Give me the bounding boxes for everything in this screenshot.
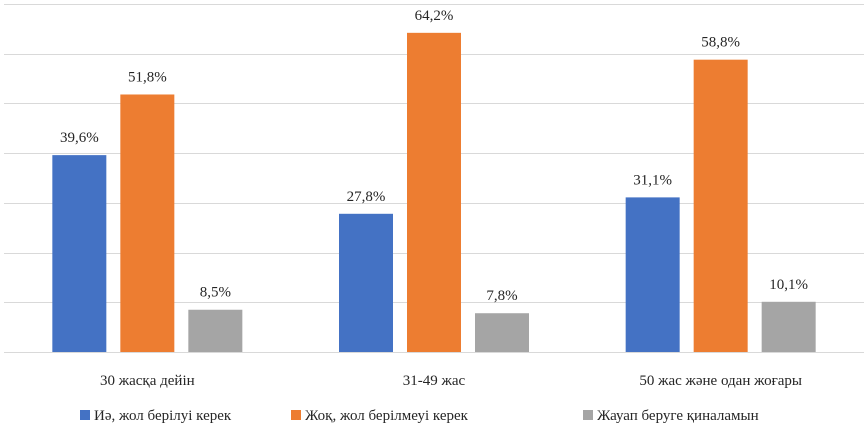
legend-item: Жоқ, жол берілмеуі керек	[291, 408, 469, 424]
bar	[52, 155, 107, 352]
bar	[407, 32, 461, 352]
data-label: 51,8%	[128, 69, 167, 85]
category-label: 30 жасқа дейін	[100, 373, 195, 389]
bars	[52, 32, 816, 353]
bar	[625, 197, 680, 352]
bar	[475, 313, 529, 352]
data-label: 10,1%	[769, 277, 808, 293]
bar	[761, 301, 816, 352]
bar	[120, 94, 175, 352]
legend-item: Жауап беруге қиналамын	[583, 408, 759, 424]
bar	[188, 309, 243, 352]
data-label: 27,8%	[347, 189, 386, 205]
data-label: 8,5%	[200, 285, 231, 301]
data-label: 7,8%	[486, 288, 517, 304]
legend-label: Иә, жол берілуі керек	[94, 408, 232, 424]
bar	[339, 213, 393, 352]
data-label: 31,1%	[633, 172, 672, 188]
data-labels: 39,6% 51,8% 8,5% 27,8% 64,2% 7,8% 31,1% 58,8% 10…	[60, 8, 808, 304]
legend: Иә, жол берілуі керек Жоқ, жол берілмеуі …	[80, 408, 759, 424]
category-axis: 30 жасқа дейін 31-49 жас 50 жас және одан …	[100, 373, 802, 389]
legend-label: Жауап беруге қиналамын	[597, 408, 759, 424]
bar	[693, 59, 748, 353]
legend-label: Жоқ, жол берілмеуі керек	[305, 408, 469, 424]
legend-swatch	[80, 410, 90, 420]
legend-swatch	[583, 410, 593, 420]
data-label: 39,6%	[60, 130, 99, 146]
data-label: 58,8%	[701, 35, 740, 51]
category-label: 50 жас және одан жоғары	[639, 373, 802, 389]
legend-item: Иә, жол берілуі керек	[80, 408, 232, 424]
data-label: 64,2%	[415, 8, 454, 24]
category-label: 31-49 жас	[403, 373, 466, 389]
legend-swatch	[291, 410, 301, 420]
